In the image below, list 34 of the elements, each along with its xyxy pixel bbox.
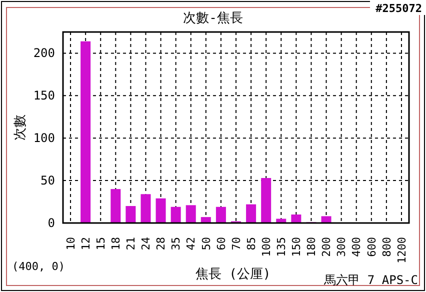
x-tick-label: 15 [94, 237, 108, 250]
x-tick-label: 21 [124, 237, 138, 250]
x-tick-label: 10 [64, 237, 78, 250]
x-tick-label: 150 [290, 237, 304, 257]
x-tick-label: 400 [350, 237, 364, 257]
text: (400, 0) [12, 260, 65, 273]
x-tick-label: 1200 [395, 237, 408, 264]
y-axis-title: 次數 [13, 114, 28, 140]
x-tick-label: 60 [214, 237, 228, 250]
x-axis-title: 焦長 (公厘) [195, 267, 271, 282]
x-tick-label: 200 [320, 237, 334, 257]
x-tick-label: 12 [79, 237, 92, 250]
text: #255072 [376, 2, 422, 15]
y-tick-label: 50 [40, 173, 55, 188]
x-tick-label: 800 [380, 237, 394, 257]
y-tick-label: 0 [48, 216, 55, 230]
x-tick-label: 35 [170, 237, 183, 250]
x-tick-label: 180 [305, 237, 318, 257]
x-tick-label: 100 [260, 237, 273, 257]
x-tick-label: 42 [184, 237, 198, 250]
x-tick-label: 300 [335, 237, 348, 257]
x-tick-label: 28 [154, 237, 168, 250]
x-tick-label: 85 [244, 237, 258, 250]
x-tick-label: 70 [230, 237, 243, 250]
x-tick-label: 50 [200, 237, 213, 250]
chart-title: 次數-焦長 [183, 11, 243, 26]
x-tick-label: 135 [274, 237, 288, 257]
y-tick-label: 200 [33, 46, 55, 60]
y-tick-label: 100 [33, 130, 55, 145]
text: 馬六甲 7 APS-C [323, 273, 418, 287]
x-tick-label: 600 [365, 237, 378, 257]
x-tick-label: 18 [110, 237, 122, 250]
x-tick-label: 24 [140, 236, 153, 250]
y-tick-label: 150 [33, 88, 55, 103]
